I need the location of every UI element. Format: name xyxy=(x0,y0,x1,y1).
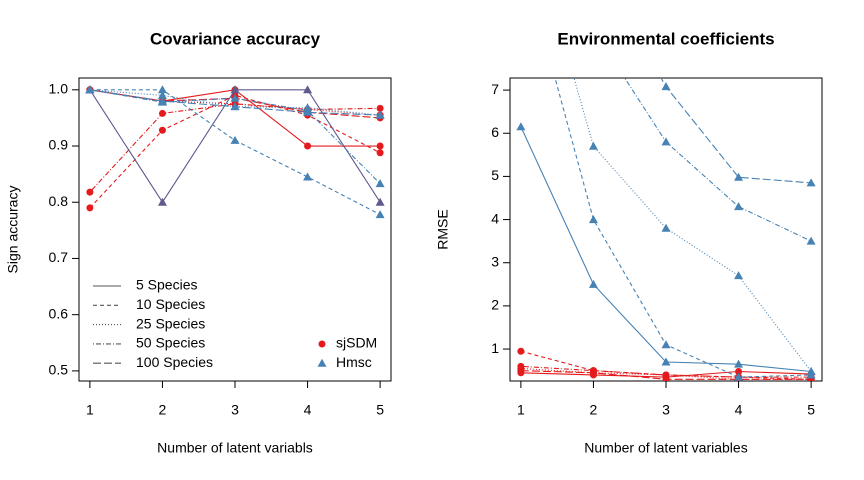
plot-area xyxy=(516,78,816,381)
legend-label: 10 Species xyxy=(136,296,205,312)
triangle-marker xyxy=(157,85,167,94)
legend-label: Hmsc xyxy=(336,354,372,370)
circle-marker xyxy=(376,104,384,112)
circle-marker xyxy=(735,368,743,376)
circle-marker xyxy=(158,109,166,117)
triangle-marker xyxy=(303,85,313,94)
triangle-marker xyxy=(230,93,240,102)
triangle-marker xyxy=(734,172,744,181)
x-axis-label: Number of latent variabls xyxy=(157,440,313,456)
y-tick-label: 0.8 xyxy=(49,193,69,209)
triangle-marker xyxy=(303,107,313,116)
triangle-marker xyxy=(661,357,671,366)
triangle-marker xyxy=(230,135,240,144)
y-tick-label: 7 xyxy=(491,81,499,97)
triangle-marker xyxy=(230,85,240,94)
x-tick-label: 2 xyxy=(159,402,167,418)
series-line xyxy=(89,89,381,116)
triangle-marker xyxy=(734,372,744,381)
y-tick-label: 1.0 xyxy=(49,81,69,97)
triangle-marker xyxy=(661,137,671,146)
triangle-marker xyxy=(230,102,240,111)
y-tick-label: 3 xyxy=(491,253,499,269)
triangle-marker xyxy=(157,197,167,206)
legend-label: 5 Species xyxy=(136,277,197,293)
y-tick-label: 6 xyxy=(491,124,499,140)
plot-area xyxy=(85,85,385,219)
series-line xyxy=(573,78,812,372)
series-line xyxy=(520,367,812,380)
legend-label: sjSDM xyxy=(336,335,377,351)
y-tick-label: 0.7 xyxy=(49,249,69,265)
x-tick-label: 5 xyxy=(376,402,384,418)
triangle-marker xyxy=(588,141,598,150)
x-axis-label: Number of latent variables xyxy=(584,440,747,456)
series-line xyxy=(89,94,381,209)
circle-marker xyxy=(517,367,525,375)
triangle-marker xyxy=(516,122,526,131)
triangle-marker xyxy=(734,202,744,211)
panel: Covariance accuracy Number of latent vari… xyxy=(5,29,392,456)
triangle-marker xyxy=(85,85,95,94)
triangle-marker xyxy=(734,271,744,280)
triangle-marker xyxy=(806,236,816,245)
circle-marker xyxy=(589,369,597,377)
circle-marker xyxy=(376,142,384,150)
chart-title: Environmental coefficients xyxy=(557,29,774,48)
x-tick-label: 1 xyxy=(86,402,94,418)
triangle-marker xyxy=(375,197,385,206)
triangle-marker xyxy=(661,340,671,349)
circle-marker xyxy=(158,126,166,134)
legend: 5 Species 10 Species 25 Species 50 Species 1… xyxy=(93,277,377,370)
series-line xyxy=(520,126,812,373)
y-tick-label: 0.6 xyxy=(49,305,69,321)
x-tick-label: 3 xyxy=(662,402,670,418)
triangle-marker xyxy=(157,90,167,99)
y-tick-label: 5 xyxy=(491,167,499,183)
y-axis-label: Sign accuracy xyxy=(5,186,21,274)
legend-marker xyxy=(318,340,326,348)
y-axis-label: RMSE xyxy=(435,209,451,249)
triangle-marker xyxy=(375,179,385,188)
y-tick-label: 4 xyxy=(491,210,499,226)
x-tick-label: 1 xyxy=(517,402,525,418)
triangle-marker xyxy=(375,210,385,219)
series-line xyxy=(554,78,812,378)
series-line xyxy=(660,78,812,184)
y-tick-label: 0.5 xyxy=(49,362,69,378)
legend-label: 100 Species xyxy=(136,354,213,370)
y-tick-label: 2 xyxy=(491,297,499,313)
x-tick-label: 4 xyxy=(304,402,312,418)
triangle-marker xyxy=(303,172,313,181)
chart-title: Covariance accuracy xyxy=(150,29,321,48)
triangle-marker xyxy=(375,110,385,119)
triangle-marker xyxy=(588,279,598,288)
legend-label: 50 Species xyxy=(136,335,205,351)
series-line xyxy=(89,103,381,193)
circle-marker xyxy=(517,347,525,355)
circle-marker xyxy=(304,142,312,150)
triangle-marker xyxy=(157,96,167,105)
circle-marker xyxy=(86,188,94,196)
triangle-marker xyxy=(661,82,671,91)
x-tick-label: 2 xyxy=(590,402,598,418)
triangle-marker xyxy=(806,367,816,376)
circle-marker xyxy=(86,204,94,212)
triangle-marker xyxy=(806,178,816,187)
legend-label: 25 Species xyxy=(136,315,205,331)
panel: Environmental coefficients Number of late… xyxy=(435,29,823,456)
triangle-marker xyxy=(734,359,744,368)
circle-marker xyxy=(376,149,384,157)
triangle-marker xyxy=(588,215,598,224)
legend-marker xyxy=(317,358,327,367)
y-tick-label: 1 xyxy=(491,340,499,356)
y-tick-label: 0.9 xyxy=(49,137,69,153)
x-tick-label: 3 xyxy=(231,402,239,418)
triangle-marker xyxy=(661,223,671,232)
x-tick-label: 5 xyxy=(807,402,815,418)
circle-marker xyxy=(662,375,670,381)
x-tick-label: 4 xyxy=(735,402,743,418)
